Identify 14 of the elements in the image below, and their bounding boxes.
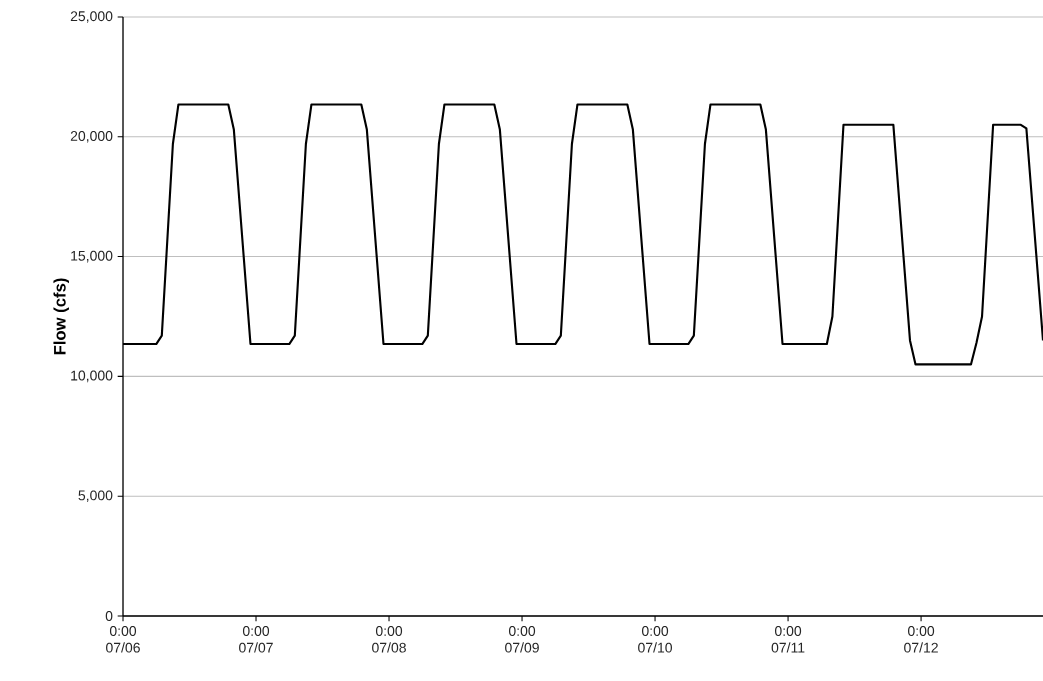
x-tick-label: 0:00 07/08: [372, 626, 406, 653]
y-axis-title: Flow (cfs): [53, 278, 69, 355]
y-tick-label: 25,000: [70, 11, 113, 23]
x-tick-label: 0:00 07/06: [106, 626, 140, 653]
y-tick-label: 5,000: [78, 490, 113, 502]
y-tick-label: 10,000: [71, 370, 113, 383]
x-tick-label: 0:00 07/12: [904, 626, 938, 653]
x-tick-label: 0:00 07/11: [771, 626, 805, 653]
x-tick-label: 0:00 07/10: [638, 626, 673, 653]
x-tick-label: 0:00 07/09: [505, 626, 539, 653]
x-tick-label: 0:00 07/07: [239, 626, 273, 653]
y-tick-label: 0: [105, 611, 113, 621]
y-tick-label: 15,000: [71, 250, 113, 263]
y-tick-label: 20,000: [70, 131, 113, 143]
